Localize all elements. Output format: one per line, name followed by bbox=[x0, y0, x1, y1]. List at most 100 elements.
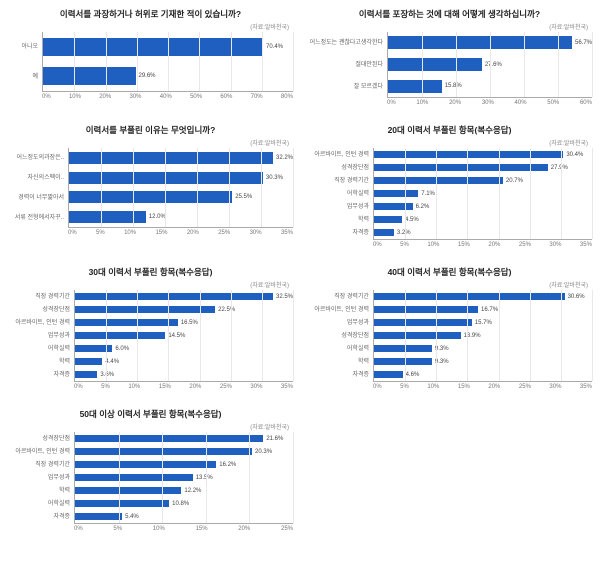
bar bbox=[374, 332, 461, 340]
x-tick: 10% bbox=[69, 94, 81, 100]
y-label: 아니오 bbox=[21, 44, 38, 50]
y-label: 자격증 bbox=[53, 372, 70, 378]
x-axis: 0%5%10%15%20%25% bbox=[74, 526, 293, 532]
bar bbox=[374, 190, 418, 198]
bar-row: 27.6% bbox=[388, 54, 592, 76]
bar bbox=[388, 36, 572, 49]
bar bbox=[75, 371, 97, 379]
y-label: 직장 경력기간 bbox=[35, 294, 70, 300]
bar-value: 20.7% bbox=[506, 178, 523, 184]
bar bbox=[75, 448, 252, 456]
bar-value: 9.3% bbox=[435, 359, 449, 365]
chart-c5: 30대 이력서 부풀린 항목(복수응답)(자료:알바천국)직장 경력기간성격장단… bbox=[8, 266, 293, 390]
bar-value: 15.7% bbox=[475, 320, 492, 326]
x-tick: 20% bbox=[99, 94, 111, 100]
x-tick: 10% bbox=[416, 100, 428, 106]
bar-row: 25.5% bbox=[69, 188, 293, 208]
bar-row: 32.2% bbox=[69, 148, 293, 168]
chart-c2: 이력서를 포장하는 것에 대해 어떻게 생각하십니까?(자료:알바천국)어느정도… bbox=[307, 8, 592, 106]
y-label: 성격장단점 bbox=[341, 165, 369, 171]
chart-source: (자료:알바천국) bbox=[307, 280, 592, 289]
chart-source: (자료:알바천국) bbox=[8, 138, 293, 147]
x-tick: 35% bbox=[580, 384, 592, 390]
charts-grid: 이력서를 과장하거나 허위로 기재한 적이 있습니까?(자료:알바천국)아니오예… bbox=[8, 8, 592, 532]
x-tick: 5% bbox=[113, 526, 122, 532]
bar-value: 12.2% bbox=[184, 488, 201, 494]
bar-row: 12.2% bbox=[75, 484, 293, 497]
chart-source: (자료:알바천국) bbox=[307, 138, 592, 147]
x-tick: 15% bbox=[458, 242, 470, 248]
chart-title: 이력서를 포장하는 것에 대해 어떻게 생각하십니까? bbox=[307, 8, 592, 20]
bar-row: 16.2% bbox=[75, 458, 293, 471]
x-tick: 40% bbox=[160, 94, 172, 100]
x-axis: 0%5%10%15%20%25%30%35% bbox=[68, 230, 293, 236]
bar-row: 15.7% bbox=[374, 316, 592, 329]
bar-row: 16.7% bbox=[374, 303, 592, 316]
x-tick: 0% bbox=[387, 100, 396, 106]
bar-row: 3.2% bbox=[374, 226, 592, 239]
bar-value: 29.6% bbox=[139, 73, 156, 79]
y-labels: 성격장단점아르바이트, 인턴 경력직장 경력기간업무성과학력어학실력자격증 bbox=[8, 432, 74, 524]
x-tick: 0% bbox=[373, 384, 382, 390]
bar bbox=[75, 487, 181, 495]
y-label: 아르바이트, 인턴 경력 bbox=[314, 152, 369, 158]
plot-area: 32.2%30.3%25.5%12.0% bbox=[68, 148, 293, 228]
bar-row: 56.7% bbox=[388, 32, 592, 54]
y-label: 경력이 너무짧아서 bbox=[18, 195, 64, 201]
bar-row: 13.5% bbox=[75, 471, 293, 484]
x-axis: 0%5%10%15%20%25%30%35% bbox=[373, 242, 592, 248]
bar-row: 14.5% bbox=[75, 329, 293, 342]
plot-area: 30.6%16.7%15.7%13.9%9.3%9.3%4.6% bbox=[373, 290, 592, 382]
x-tick: 0% bbox=[74, 384, 83, 390]
y-label: 자격증 bbox=[352, 230, 369, 236]
bar-value: 7.1% bbox=[421, 191, 435, 197]
chart-source: (자료:알바천국) bbox=[8, 422, 293, 431]
x-tick: 20% bbox=[187, 230, 199, 236]
y-label: 자격증 bbox=[352, 372, 369, 378]
chart-title: 20대 이력서 부풀린 항목(복수응답) bbox=[307, 124, 592, 136]
bar bbox=[75, 358, 102, 366]
bar-value: 22.5% bbox=[218, 307, 235, 313]
bar-value: 32.2% bbox=[276, 155, 293, 161]
bar bbox=[374, 306, 478, 314]
y-label: 절대안된다 bbox=[355, 62, 383, 68]
x-tick: 0% bbox=[74, 526, 83, 532]
bar-value: 10.8% bbox=[172, 501, 189, 507]
x-tick: 10% bbox=[427, 384, 439, 390]
y-label: 자격증 bbox=[53, 514, 70, 520]
bar bbox=[75, 319, 178, 327]
bar-value: 4.4% bbox=[105, 359, 119, 365]
x-tick: 25% bbox=[218, 230, 230, 236]
bar-value: 56.7% bbox=[575, 40, 592, 46]
y-label: 어학실력 bbox=[347, 191, 369, 197]
y-label: 직장 경력기간 bbox=[334, 294, 369, 300]
bar-row: 15.8% bbox=[388, 75, 592, 97]
x-tick: 35% bbox=[281, 230, 293, 236]
x-tick: 15% bbox=[458, 384, 470, 390]
x-tick: 25% bbox=[220, 384, 232, 390]
bar bbox=[374, 203, 413, 211]
bar-value: 12.0% bbox=[149, 214, 166, 220]
x-tick: 35% bbox=[281, 384, 293, 390]
bar-row: 27.9% bbox=[374, 161, 592, 174]
y-label: 어학실력 bbox=[347, 346, 369, 352]
bar bbox=[75, 332, 165, 340]
x-tick: 30% bbox=[250, 230, 262, 236]
y-label: 학력 bbox=[358, 359, 369, 365]
bar-row: 9.3% bbox=[374, 355, 592, 368]
chart-c3: 이력서를 부풀린 이유는 무엇입니까?(자료:알바천국)어느정도의과장은..자신… bbox=[8, 124, 293, 248]
bar-row: 4.5% bbox=[374, 213, 592, 226]
x-tick: 80% bbox=[281, 94, 293, 100]
bar bbox=[374, 216, 402, 224]
bar-row: 3.6% bbox=[75, 368, 293, 381]
x-tick: 60% bbox=[580, 100, 592, 106]
x-tick: 30% bbox=[250, 384, 262, 390]
bar bbox=[43, 38, 263, 56]
chart-title: 40대 이력서 부풀린 항목(복수응답) bbox=[307, 266, 592, 278]
y-label: 서류 전형에서자꾸.. bbox=[15, 215, 64, 221]
bar bbox=[374, 293, 565, 301]
x-tick: 50% bbox=[547, 100, 559, 106]
bar-row: 4.6% bbox=[374, 368, 592, 381]
y-label: 학력 bbox=[59, 488, 70, 494]
bar-row: 32.5% bbox=[75, 290, 293, 303]
